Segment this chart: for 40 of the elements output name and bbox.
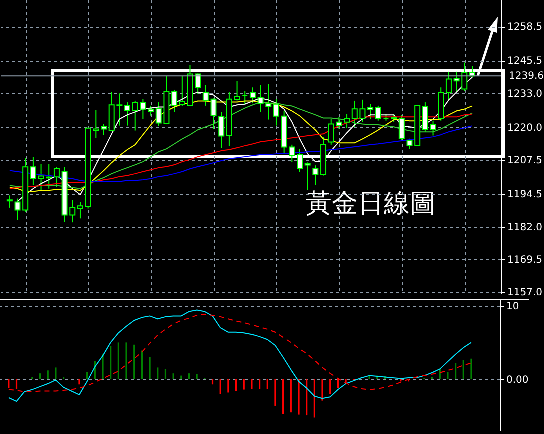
candlestick	[124, 102, 131, 126]
y-tick-label: 1182.0	[508, 222, 542, 234]
candlestick	[234, 80, 240, 102]
y-tick-label: 1207.5	[508, 156, 542, 167]
line-series	[8, 314, 472, 392]
line-series	[9, 126, 473, 182]
candlestick	[172, 89, 178, 113]
candlestick	[6, 195, 13, 208]
y-tick-label: 1233.0	[508, 88, 542, 100]
y-tick-label: 1245.5	[508, 56, 542, 68]
candlestick	[202, 84, 209, 106]
candlestick	[273, 98, 280, 126]
candlestick	[30, 156, 36, 186]
candlestick	[422, 102, 428, 133]
candlestick	[446, 71, 452, 102]
candlestick	[54, 166, 60, 188]
candlestick	[218, 112, 225, 149]
candlestick	[77, 202, 84, 220]
candlestick	[312, 165, 319, 186]
candlestick	[368, 104, 374, 120]
candlestick	[242, 90, 248, 105]
candlestick	[430, 120, 436, 136]
y-tick-label: 1169.5	[508, 254, 542, 266]
y-tick-label: 1194.5	[508, 190, 542, 201]
candlestick	[344, 114, 350, 129]
candlestick	[210, 98, 217, 130]
line-series	[8, 310, 472, 402]
y-tick-label: 0.00	[506, 374, 529, 386]
candlestick	[398, 114, 405, 142]
candlestick	[250, 87, 256, 104]
y-tick-label: 10	[506, 301, 520, 312]
ref-line-label: 1239.6	[509, 71, 544, 82]
candlestick	[148, 105, 154, 116]
candlestick	[304, 162, 311, 191]
y-tick-label: 1220.0	[508, 122, 542, 134]
y-tick-label: 1258.5	[508, 22, 542, 34]
candlestick	[297, 148, 303, 173]
y-tick-label: 1157.0	[508, 288, 542, 299]
candlestick	[101, 124, 107, 136]
candlestick	[375, 105, 382, 122]
